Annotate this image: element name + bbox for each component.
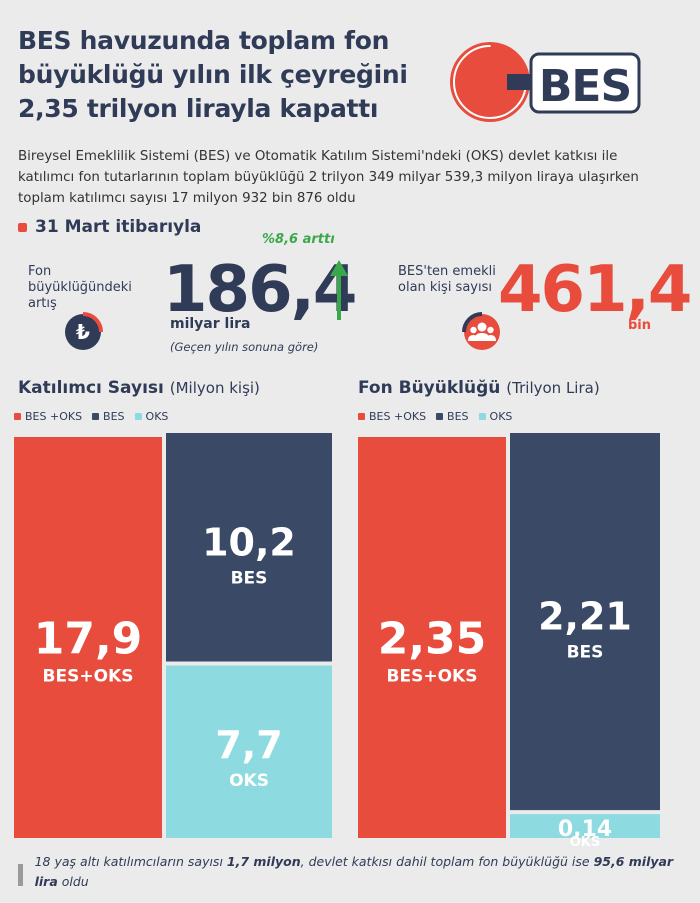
logo-circle [450, 42, 530, 122]
people-icon [462, 312, 500, 350]
legend-item-oks: OKS [134, 410, 169, 423]
legend-label: OKS [489, 410, 513, 423]
legend-item-bes-oks: BES +OKS [14, 410, 82, 423]
chart1-title-text: Katılımcı Sayısı [18, 378, 164, 398]
legend-label: BES +OKS [369, 410, 427, 423]
bar-label-bes-oks: BES+OKS [43, 667, 134, 687]
chart1-title: Katılımcı Sayısı (Milyon kişi) [18, 378, 260, 398]
bar-label-oks: OKS [229, 771, 269, 791]
bar-bes-oks [358, 437, 506, 838]
legend-item-oks: OKS [478, 410, 513, 423]
fund-increase-note: (Geçen yılın sonuna göre) [170, 340, 319, 354]
bar-bes [510, 433, 660, 811]
bar-oks [510, 814, 660, 838]
bar-value-bes-oks: 17,9 [34, 614, 143, 665]
logo-text: BES [539, 61, 631, 112]
chart1-unit: (Milyon kişi) [169, 379, 260, 397]
bar-value-bes: 2,21 [538, 595, 632, 639]
fund-change-percent: %8,6 arttı [262, 232, 335, 247]
bar-value-bes-oks: 2,35 [378, 614, 487, 665]
bar-label-bes: BES [567, 643, 604, 663]
retirees-value: 461,4 [498, 253, 692, 327]
bar-label-bes: BES [231, 568, 268, 588]
page-title: BES havuzunda toplam fon büyüklüğü yılın… [18, 26, 408, 123]
fund-increase-unit: milyar lira [170, 316, 251, 332]
bar-value-oks: 0,14 [558, 817, 612, 842]
legend-label: BES +OKS [25, 410, 83, 423]
chart2-unit: (Trilyon Lira) [506, 379, 600, 397]
date-bullet [18, 222, 27, 232]
chart2-title: Fon Büyüklüğü (Trilyon Lira) [358, 378, 600, 398]
bar-bes-oks [14, 437, 162, 838]
fund-increase-value: 186,4 [163, 253, 357, 327]
bar-label-bes-oks: BES+OKS [387, 667, 478, 687]
bar-value-bes: 10,2 [202, 520, 296, 564]
legend-item-bes: BES [436, 410, 469, 423]
bar-bes [166, 433, 332, 662]
footnote-text: 18 yaş altı katılımcıların sayısı 1,7 mi… [34, 854, 674, 889]
bar-oks [166, 665, 332, 838]
bar-value-oks: 7,7 [215, 723, 282, 767]
chart2-legend: BES +OKS BES OKS [358, 410, 512, 423]
chart1-legend: BES +OKS BES OKS [14, 410, 168, 423]
page-subtitle: Bireysel Emeklilik Sistemi (BES) ve Otom… [18, 149, 639, 206]
footnote-bar [18, 864, 23, 886]
date-row: 31 Mart itibarıyla [18, 217, 201, 237]
legend-label: BES [447, 410, 469, 423]
retirees-label: BES'ten emekli olan kişi sayısı [398, 264, 496, 295]
date-label: 31 Mart itibarıyla [35, 217, 202, 237]
svg-text:₺: ₺ [76, 320, 90, 344]
arrow-up-icon [330, 260, 348, 320]
footnote: 18 yaş altı katılımcıların sayısı 1,7 mi… [18, 852, 678, 892]
chart2-title-text: Fon Büyüklüğü [358, 378, 501, 398]
retirees-unit: bin [628, 318, 652, 333]
fund-increase-label: Fon büyüklüğündeki artış [28, 264, 132, 311]
bes-logo: BES [450, 42, 641, 122]
legend-item-bes: BES [92, 410, 125, 423]
bar-label-oks: OKS [570, 835, 601, 850]
lira-icon: ₺ [65, 312, 103, 350]
legend-label: OKS [145, 410, 169, 423]
legend-label: BES [103, 410, 125, 423]
legend-item-bes-oks: BES +OKS [358, 410, 426, 423]
